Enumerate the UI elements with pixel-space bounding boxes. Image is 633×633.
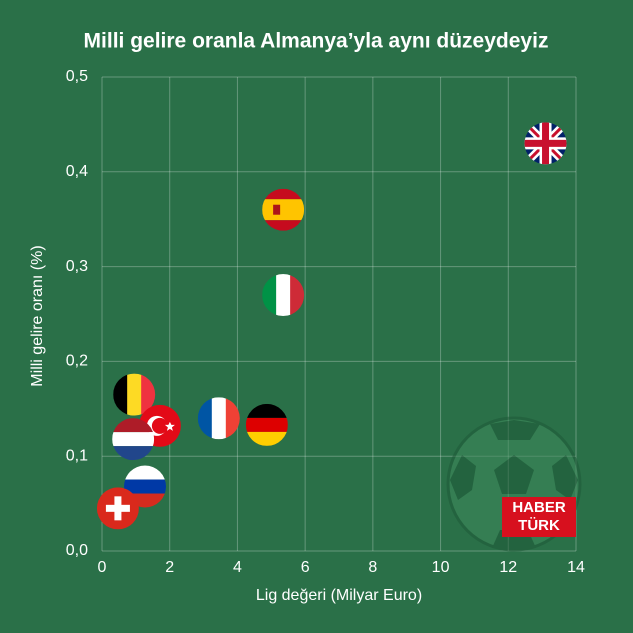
y-axis-label: Milli gelire oranı (%) xyxy=(29,245,46,386)
flag-part xyxy=(276,274,291,317)
x-tick-label: 12 xyxy=(499,559,517,576)
flag-part xyxy=(127,373,142,416)
flag-marker xyxy=(524,122,567,165)
x-tick-label: 10 xyxy=(432,559,450,576)
flag-part xyxy=(245,403,288,418)
flag-marker xyxy=(113,373,156,416)
y-tick-label: 0,2 xyxy=(66,353,88,370)
x-tick-label: 8 xyxy=(368,559,377,576)
flag-part xyxy=(245,417,288,432)
x-tick-label: 4 xyxy=(233,559,242,576)
flag-marker xyxy=(245,403,288,446)
flag-part xyxy=(211,397,227,440)
flag-part xyxy=(262,188,305,200)
y-tick-label: 0,1 xyxy=(66,447,88,464)
flag-part xyxy=(123,465,166,480)
flag-part xyxy=(262,220,305,231)
x-tick-label: 14 xyxy=(567,559,585,576)
logo-text: TÜRK xyxy=(518,517,560,534)
flag-part xyxy=(262,274,277,317)
logo-text: HABER xyxy=(512,499,566,516)
chart-title: Milli gelire oranla Almanya’yla aynı düz… xyxy=(84,30,549,53)
flag-part xyxy=(273,204,281,215)
y-tick-label: 0,5 xyxy=(66,68,88,85)
flag-part xyxy=(105,504,130,512)
logo: HABER TÜRK xyxy=(502,497,576,537)
x-tick-label: 2 xyxy=(165,559,174,576)
flag-part xyxy=(542,122,550,165)
x-tick-label: 0 xyxy=(98,559,107,576)
x-tick-label: 6 xyxy=(301,559,310,576)
flag-marker xyxy=(96,487,139,530)
x-axis-label: Lig değeri (Milyar Euro) xyxy=(256,587,422,604)
y-tick-label: 0,0 xyxy=(66,542,88,559)
flag-part xyxy=(112,418,155,433)
flag-part xyxy=(113,373,128,416)
flag-marker xyxy=(123,465,166,508)
flag-part xyxy=(225,397,240,440)
football xyxy=(446,416,582,552)
flag-part xyxy=(112,432,155,447)
y-tick-label: 0,4 xyxy=(66,163,88,180)
flag-part xyxy=(290,274,305,317)
flag-part xyxy=(151,417,168,434)
flag-marker xyxy=(262,274,305,317)
flag-part xyxy=(262,199,305,221)
flag-part xyxy=(141,373,156,416)
flag-part xyxy=(164,421,175,431)
flag-part xyxy=(123,479,166,494)
y-tick-label: 0,3 xyxy=(66,258,88,275)
flag-part xyxy=(112,446,155,461)
flag-marker xyxy=(262,188,305,231)
flag-part xyxy=(197,397,213,440)
flag-marker xyxy=(197,397,240,440)
flag-marker xyxy=(112,418,155,461)
flag-part xyxy=(245,431,288,446)
